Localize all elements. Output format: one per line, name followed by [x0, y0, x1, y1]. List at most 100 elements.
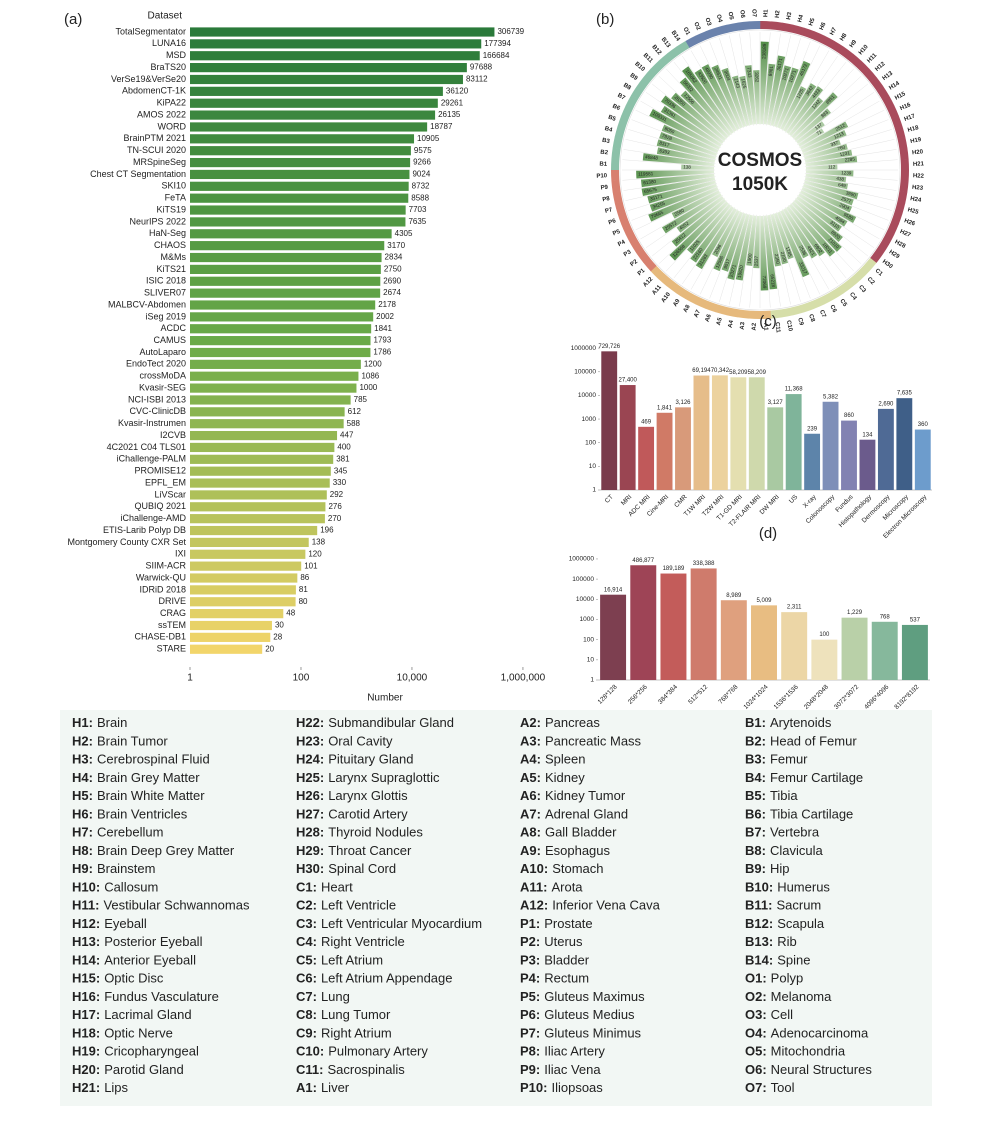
category-label: C7	[818, 309, 827, 319]
radial-bar	[805, 173, 847, 183]
y-tick-label: MRSpineSeg	[133, 157, 186, 167]
legend-name: Bladder	[544, 953, 589, 968]
legend-name: Lacrimal Gland	[104, 1007, 191, 1022]
category-label: C5	[838, 298, 848, 308]
data-label: 2674	[383, 288, 401, 297]
legend-entry: B4: Femur Cartilage	[745, 770, 863, 785]
x-tick-label: MRI	[620, 494, 634, 508]
bar	[630, 565, 657, 680]
bar	[690, 568, 717, 680]
category-label: H9	[849, 39, 859, 49]
category-label: C4	[848, 292, 858, 302]
y-tick-label: Montgomery County CXR Set	[67, 537, 186, 547]
data-label: 270	[328, 514, 342, 523]
radial-bar	[798, 193, 848, 227]
legend-name: Polyp	[771, 971, 804, 986]
category-label: P2	[630, 259, 640, 269]
radial-bar	[721, 67, 747, 128]
data-label: 196	[320, 526, 334, 535]
legend-entry: C3: Left Ventricular Myocardium	[296, 916, 482, 931]
category-ring	[887, 105, 899, 119]
data-label: 1213	[833, 131, 845, 140]
x-tick-label: CMR	[673, 493, 689, 509]
legend-name: Eyeball	[104, 916, 147, 931]
legend-code: H29:	[296, 843, 324, 858]
data-label: 3642	[805, 85, 815, 97]
legend-name: Throat Cancer	[328, 843, 412, 858]
legend-entry: P5: Gluteus Maximus	[520, 989, 645, 1004]
x-tick-label: DW MRI	[759, 494, 781, 516]
category-label: A9	[672, 298, 682, 308]
category-label: A5	[716, 317, 724, 327]
legend-name: Iliac Vena	[544, 1062, 601, 1077]
radial-bar	[660, 95, 724, 144]
legend-code: H30:	[296, 861, 324, 876]
legend-entry: C8: Lung Tumor	[296, 1007, 391, 1022]
bar	[871, 621, 898, 680]
y-tick-label: DRIVE	[158, 596, 186, 606]
y-tick-label: ssTEM	[158, 620, 186, 630]
legend-code: H10:	[72, 880, 100, 895]
legend-name: Lung Tumor	[321, 1007, 391, 1022]
legend-code: C5:	[296, 953, 317, 968]
legend-code: H6:	[72, 807, 93, 822]
legend-code: A1:	[296, 1080, 317, 1095]
legend-entry: H20: Parotid Gland	[72, 1062, 184, 1077]
category-label: B13	[660, 37, 672, 50]
category-ring	[870, 249, 884, 264]
legend-code: H18:	[72, 1026, 100, 1041]
legend-code: A12:	[520, 898, 548, 913]
data-label: 65218	[770, 274, 776, 288]
category-ring	[611, 169, 620, 182]
data-label: 10271	[781, 67, 789, 81]
data-label: 1625	[740, 78, 747, 89]
bar	[190, 490, 327, 500]
y-tick-label: Chest CT Segmentation	[90, 169, 186, 179]
legend-code: B5:	[745, 788, 766, 803]
y-tick-label: AbdomenCT-1K	[122, 86, 186, 96]
legend-entry: B5: Tibia	[745, 788, 798, 803]
radial-bar	[773, 67, 799, 128]
data-label: 33217	[798, 261, 808, 275]
x-tick-label: X-ray	[802, 493, 818, 509]
category-ring	[630, 85, 644, 100]
category-label: H13	[882, 70, 895, 82]
category-ring	[715, 304, 729, 316]
data-label: 9604	[723, 70, 731, 82]
data-label: 86	[300, 573, 309, 582]
radial-bar	[746, 215, 757, 266]
radial-bar	[731, 75, 750, 126]
category-label: C10	[785, 320, 793, 333]
category-label: H10	[858, 44, 870, 57]
data-label: 330	[333, 478, 347, 487]
category-ring	[801, 27, 815, 39]
legend-name: Brain Tumor	[97, 734, 168, 749]
data-label: 16,914	[604, 587, 623, 593]
category-ring	[716, 24, 729, 36]
y-tick-label: ACDC	[160, 323, 186, 333]
data-label: 2577	[841, 196, 853, 204]
category-ring	[839, 280, 853, 294]
bar	[730, 377, 747, 490]
bar	[914, 429, 931, 490]
panel-label: (b)	[596, 11, 614, 28]
legend-entry: B13: Rib	[745, 934, 797, 949]
data-label: 101	[304, 561, 318, 570]
radial-bar	[669, 201, 729, 261]
category-label: O1	[682, 27, 691, 37]
radial-bar	[780, 209, 809, 259]
legend-entry: H5: Brain White Matter	[72, 788, 205, 803]
radial-bar	[661, 193, 722, 234]
category-ring	[900, 158, 909, 171]
legend-entry: B6: Tibia Cartilage	[745, 807, 853, 822]
bar	[190, 561, 302, 571]
legend-entry: P4: Rectum	[520, 971, 589, 986]
legend-name: Sacrum	[776, 898, 821, 913]
x-tick-label: 100	[293, 673, 310, 684]
legend-code: P8:	[520, 1044, 540, 1059]
data-label: 71	[815, 129, 822, 136]
data-label: 7343	[746, 67, 752, 78]
category-label: B10	[633, 61, 646, 73]
radial-bar	[739, 75, 753, 126]
category-label: H14	[888, 80, 901, 91]
